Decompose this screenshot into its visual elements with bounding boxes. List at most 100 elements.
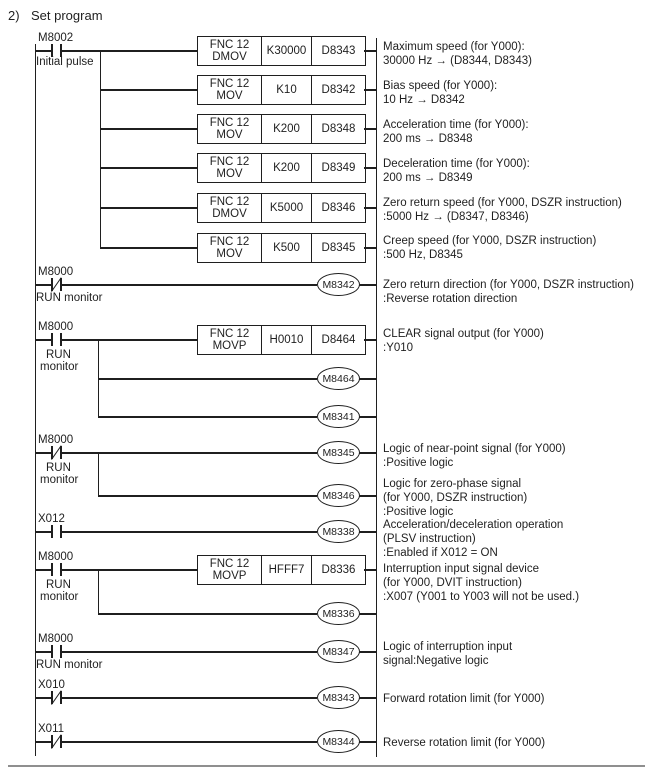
fnc-mnemonic: MOV bbox=[216, 168, 243, 180]
operand2-cell: D8345 bbox=[321, 242, 356, 254]
output-coil: M8346 bbox=[317, 484, 360, 507]
contact-bar bbox=[51, 44, 53, 57]
comment-line: CLEAR signal output (for Y000) bbox=[383, 328, 544, 340]
wire bbox=[35, 697, 317, 699]
operand2-cell: D8349 bbox=[321, 162, 356, 174]
contact-bar bbox=[60, 735, 62, 748]
rung-comment: Creep speed (for Y000, DSZR instruction)… bbox=[383, 234, 596, 262]
comment-line: Creep speed (for Y000, DSZR instruction) bbox=[383, 235, 597, 247]
contact-comment: monitor bbox=[40, 474, 79, 486]
instruction-box: FNC 12 MOVP HFFF7 D8336 bbox=[197, 555, 366, 585]
wire bbox=[364, 167, 376, 169]
page-divider bbox=[8, 765, 645, 767]
rung-comment: Reverse rotation limit (for Y000) bbox=[383, 736, 545, 750]
branch-wire bbox=[98, 453, 100, 496]
wire bbox=[364, 339, 376, 341]
contact-comment: RUN bbox=[46, 349, 71, 361]
comment-line: :Positive logic bbox=[383, 506, 454, 518]
output-coil: M8338 bbox=[317, 520, 360, 543]
instruction-box: FNC 12 MOV K200 D8349 bbox=[197, 153, 366, 183]
fnc-mnemonic: DMOV bbox=[212, 208, 247, 220]
fnc-number: FNC 12 bbox=[209, 557, 250, 570]
contact-bar bbox=[60, 563, 62, 576]
contact-gap bbox=[53, 568, 60, 572]
operand1-cell: K10 bbox=[262, 76, 312, 104]
wire bbox=[359, 651, 376, 653]
comment-line: 200 ms → D8349 bbox=[383, 172, 473, 184]
comment-line: :Enabled if X012 = ON bbox=[383, 547, 498, 559]
device-label: X010 bbox=[38, 679, 65, 691]
wire bbox=[359, 378, 376, 380]
rung-comment: Deceleration time (for Y000): 200 ms → D… bbox=[383, 157, 530, 185]
fnc-mnemonic: MOV bbox=[216, 90, 243, 102]
wire bbox=[364, 569, 376, 571]
comment-line: 10 Hz → D8342 bbox=[383, 94, 465, 106]
device-label: M8000 bbox=[38, 633, 74, 645]
wire bbox=[35, 339, 197, 341]
wire bbox=[35, 651, 317, 653]
comment-line: :500 Hz, D8345 bbox=[383, 249, 463, 261]
instruction-box: FNC 12 MOV K200 D8348 bbox=[197, 114, 366, 144]
fnc-cell: FNC 12 MOVP bbox=[198, 556, 262, 584]
contact-bar bbox=[60, 278, 62, 291]
rung-comment: Logic of interruption input signal:Negat… bbox=[383, 640, 512, 668]
contact-comment: RUN monitor bbox=[36, 659, 103, 671]
operand1-cell: K30000 bbox=[262, 37, 312, 65]
rung-comment: Logic of near-point signal (for Y000) :P… bbox=[383, 442, 566, 470]
device-label: M8000 bbox=[38, 321, 74, 333]
device-label: M8000 bbox=[38, 266, 74, 278]
wire bbox=[359, 697, 376, 699]
comment-line: Deceleration time (for Y000): bbox=[383, 158, 530, 170]
contact-bar bbox=[60, 44, 62, 57]
wire bbox=[35, 284, 317, 286]
wire bbox=[359, 452, 376, 454]
comment-line: Reverse rotation limit (for Y000) bbox=[383, 737, 546, 749]
contact-comment: monitor bbox=[40, 591, 79, 603]
contact-comment: RUN bbox=[46, 462, 71, 474]
operand1-cell: K200 bbox=[262, 115, 312, 143]
contact-bar bbox=[60, 446, 62, 459]
contact-bar bbox=[60, 691, 62, 704]
rung-comment: Acceleration/deceleration operation (PLS… bbox=[383, 518, 563, 560]
instruction-box: FNC 12 DMOV K30000 D8343 bbox=[197, 36, 366, 66]
wire bbox=[359, 613, 376, 615]
fnc-cell: FNC 12 DMOV bbox=[198, 37, 262, 65]
contact-bar bbox=[60, 333, 62, 346]
wire bbox=[98, 378, 317, 380]
fnc-number: FNC 12 bbox=[209, 116, 250, 129]
output-coil: M8336 bbox=[317, 602, 360, 625]
contact-bar bbox=[51, 278, 53, 291]
device-label: X012 bbox=[38, 513, 65, 525]
wire bbox=[35, 531, 317, 533]
wire bbox=[35, 741, 317, 743]
comment-line: signal:Negative logic bbox=[383, 655, 489, 667]
device-label: M8000 bbox=[38, 551, 74, 563]
rung-comment: Bias speed (for Y000): 10 Hz → D8342 bbox=[383, 79, 497, 107]
contact-bar bbox=[60, 525, 62, 538]
section-number: 2) bbox=[8, 8, 20, 23]
operand2-cell: D8336 bbox=[321, 564, 356, 576]
wire bbox=[359, 531, 376, 533]
left-power-rail bbox=[35, 44, 37, 756]
comment-line: :X007 (Y001 to Y003 will not be used.) bbox=[383, 591, 580, 603]
comment-line: Interruption input signal device bbox=[383, 563, 539, 575]
output-coil: M8345 bbox=[317, 441, 360, 464]
contact-gap bbox=[53, 650, 60, 654]
comment-line: (PLSV instruction) bbox=[383, 533, 476, 545]
instruction-box: FNC 12 MOVP H0010 D8464 bbox=[197, 325, 366, 355]
wire bbox=[359, 284, 376, 286]
contact-bar bbox=[51, 563, 53, 576]
wire bbox=[364, 128, 376, 130]
operand1-cell: H0010 bbox=[262, 326, 312, 354]
instruction-box: FNC 12 MOV K500 D8345 bbox=[197, 233, 366, 263]
comment-line: Maximum speed (for Y000): bbox=[383, 41, 525, 53]
contact-bar bbox=[51, 691, 53, 704]
output-coil: M8347 bbox=[317, 640, 360, 663]
section-heading: Set program bbox=[31, 8, 103, 23]
wire bbox=[359, 416, 376, 418]
operand2-cell: D8346 bbox=[321, 202, 356, 214]
operand1-cell: HFFF7 bbox=[262, 556, 312, 584]
wire bbox=[98, 613, 317, 615]
wire bbox=[100, 207, 197, 209]
instruction-box: FNC 12 MOV K10 D8342 bbox=[197, 75, 366, 105]
